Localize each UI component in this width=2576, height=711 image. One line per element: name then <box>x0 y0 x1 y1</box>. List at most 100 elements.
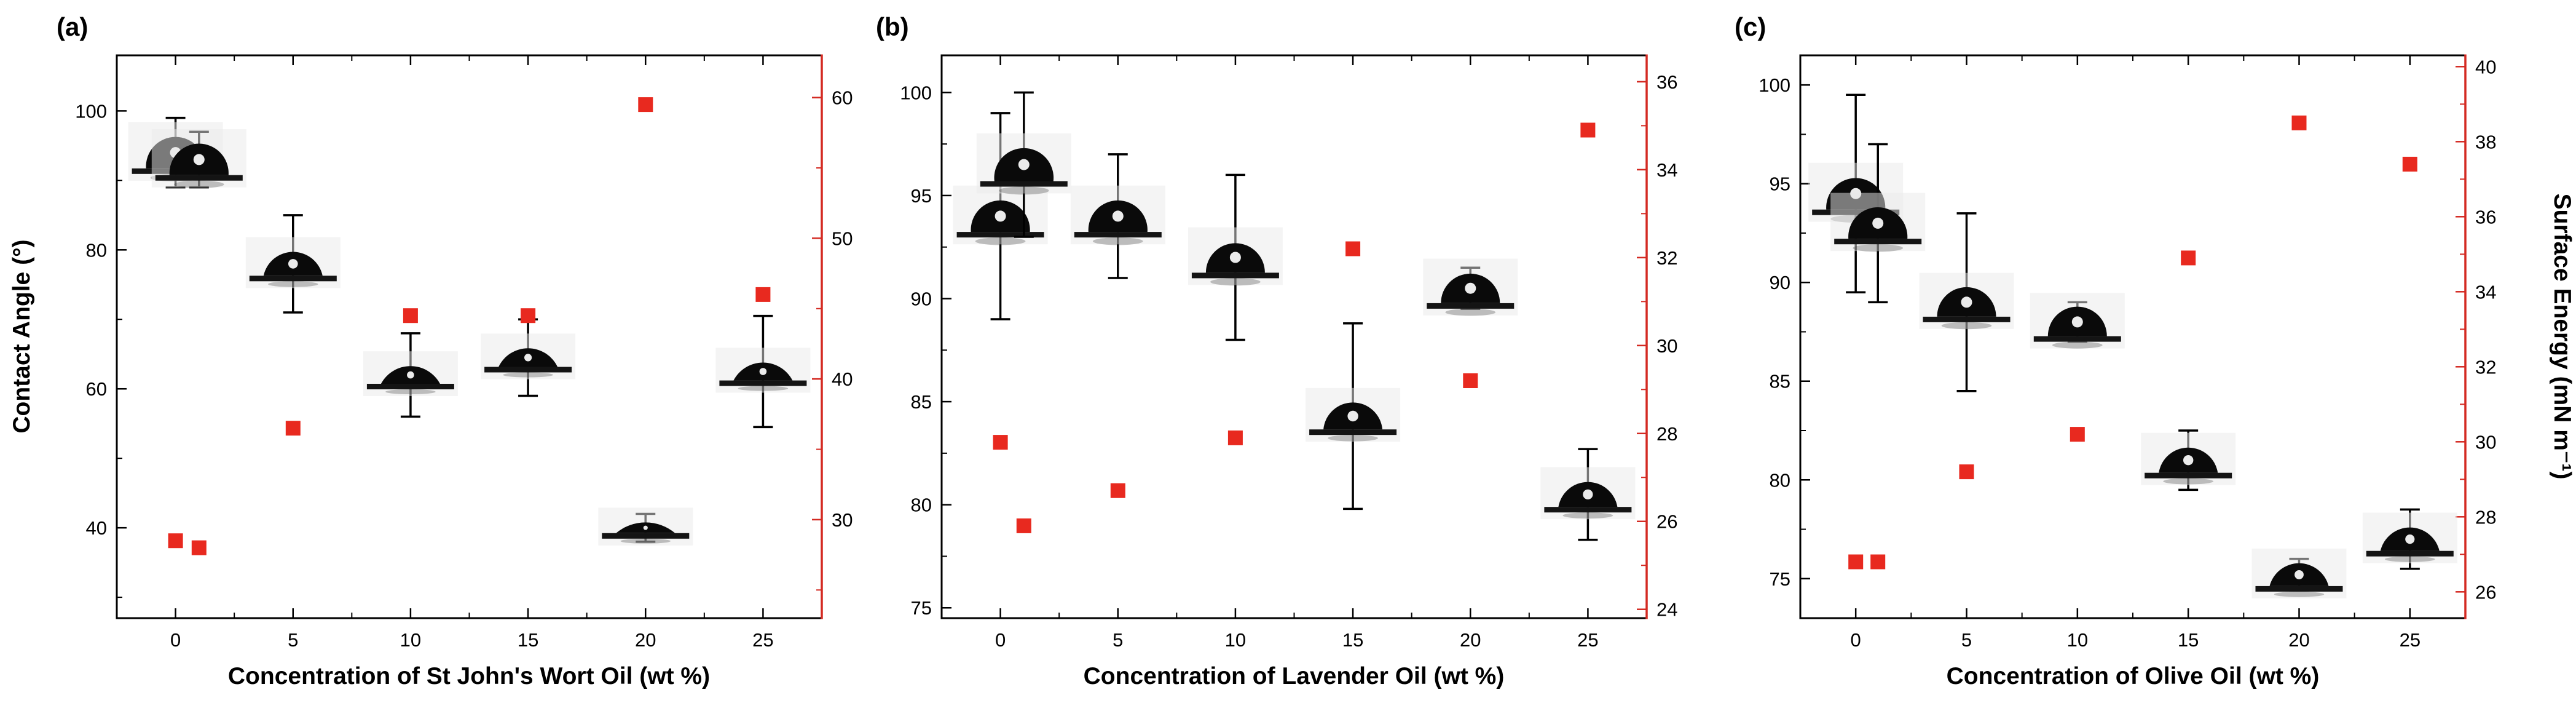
surface-energy-marker <box>638 97 653 113</box>
droplet-highlight <box>759 368 767 375</box>
x-tick-label: 0 <box>1851 629 1861 651</box>
right-tick-label: 60 <box>832 87 853 109</box>
surface-energy-marker <box>521 308 536 324</box>
substrate-line <box>719 380 807 386</box>
surface-energy-marker <box>993 435 1008 450</box>
contact-angle-droplet-photo <box>1540 467 1636 520</box>
droplet-highlight <box>1872 217 1884 229</box>
droplet-highlight <box>1465 282 1476 294</box>
right-tick-label: 38 <box>2475 131 2496 153</box>
droplet-highlight <box>2294 570 2304 579</box>
surface-energy-marker <box>2181 250 2196 266</box>
droplet-highlight <box>1583 489 1593 499</box>
surface-energy-marker <box>191 540 207 555</box>
right-tick-label: 50 <box>832 228 853 249</box>
left-tick-label: 75 <box>1770 568 1790 590</box>
right-tick-label: 34 <box>1656 159 1677 181</box>
droplet-reflection <box>1445 308 1496 316</box>
surface-energy-marker <box>1870 554 1886 570</box>
contact-angle-droplet-photo <box>1306 387 1401 442</box>
contact-angle-droplet-photo <box>1423 258 1518 316</box>
substrate-line <box>1923 316 2011 322</box>
surface-energy-marker <box>1110 483 1125 498</box>
right-tick-label: 30 <box>1656 335 1677 357</box>
droplet-reflection <box>1562 512 1613 518</box>
droplet-reflection <box>620 538 671 544</box>
left-axis-title: Contact Angle (°) <box>9 239 35 433</box>
right-tick-label: 34 <box>2475 281 2496 303</box>
droplet-reflection <box>2163 478 2213 485</box>
left-tick-label: 100 <box>1759 74 1790 96</box>
chart-panel-c: (c) Surface Energy (mN m⁻¹) Concentratio… <box>1717 0 2576 711</box>
droplet-reflection <box>1941 322 1992 330</box>
droplet-reflection <box>503 372 553 378</box>
x-tick-label: 5 <box>1113 629 1123 651</box>
x-tick-label: 15 <box>518 629 538 651</box>
droplet-reflection <box>174 180 224 188</box>
x-tick-label: 5 <box>1961 629 1972 651</box>
right-tick-label: 32 <box>2475 356 2496 378</box>
droplet-highlight <box>643 525 648 530</box>
x-tick-label: 20 <box>635 629 656 651</box>
substrate-line <box>980 181 1068 187</box>
surface-energy-marker <box>403 308 418 324</box>
substrate-line <box>956 232 1044 238</box>
right-tick-label: 36 <box>1656 71 1677 93</box>
droplet-reflection <box>1093 237 1143 245</box>
x-tick-label: 10 <box>1225 629 1246 651</box>
droplet-reflection <box>999 186 1049 195</box>
plot-area-b: 0 5 10 15 20 25 75 80 85 90 95 100 24 26 28 30 32 34 36 <box>900 54 1677 651</box>
contact-angle-droplet-photo <box>151 129 246 188</box>
droplet-highlight <box>288 259 298 269</box>
surface-energy-marker <box>1016 518 1031 533</box>
left-tick-label: 60 <box>86 378 107 400</box>
panel-label-c: (c) <box>1735 12 1766 41</box>
x-tick-label: 10 <box>400 629 421 651</box>
x-tick-label: 25 <box>2400 629 2420 651</box>
droplet-reflection <box>2385 556 2435 562</box>
right-tick-label: 28 <box>2475 506 2496 528</box>
substrate-line <box>1309 429 1397 435</box>
contact-angle-droplet-photo <box>2141 432 2236 485</box>
x-tick-label: 15 <box>2178 629 2199 651</box>
surface-energy-marker <box>1345 241 1361 256</box>
surface-energy-marker <box>2070 427 2085 442</box>
contact-angle-droplet-photo <box>2251 548 2347 598</box>
substrate-line <box>2033 336 2121 342</box>
x-tick-label: 25 <box>1577 629 1598 651</box>
contact-angle-droplet-photo <box>2030 293 2125 349</box>
chart-panel-a: (a) Contact Angle (°) Concentration of S… <box>0 0 859 711</box>
left-tick-label: 95 <box>911 185 932 207</box>
x-tick-label: 15 <box>1342 629 1363 651</box>
droplet-highlight <box>193 154 205 165</box>
left-tick-label: 80 <box>911 495 932 516</box>
contact-angle-droplet-photo <box>715 348 811 393</box>
substrate-line <box>1074 232 1162 238</box>
left-tick-label: 90 <box>911 288 932 309</box>
droplet-reflection <box>1853 244 1903 252</box>
left-tick-label: 100 <box>75 100 107 122</box>
right-tick-label: 26 <box>2475 581 2496 603</box>
left-tick-label: 100 <box>900 82 932 103</box>
x-axis-title-c: Concentration of Olive Oil (wt %) <box>1947 663 2320 689</box>
contact-angle-droplet-photo <box>481 333 576 379</box>
contact-angle-droplet-photo <box>1188 227 1283 286</box>
droplet-reflection <box>268 281 318 287</box>
droplet-reflection <box>1328 435 1378 442</box>
substrate-line <box>1191 272 1279 279</box>
left-tick-label: 40 <box>86 517 107 539</box>
right-axis-title: Surface Energy (mN m⁻¹) <box>2549 194 2575 480</box>
droplet-reflection <box>738 386 789 391</box>
right-tick-label: 28 <box>1656 423 1677 445</box>
x-tick-label: 0 <box>995 629 1006 651</box>
contact-angle-droplet-photo <box>363 351 458 396</box>
x-tick-label: 5 <box>288 629 298 651</box>
right-tick-label: 30 <box>832 509 853 531</box>
droplet-highlight <box>1018 159 1030 170</box>
right-tick-label: 40 <box>832 368 853 390</box>
surface-energy-marker <box>285 421 301 436</box>
substrate-line <box>1544 507 1632 513</box>
substrate-line <box>2366 550 2454 557</box>
left-tick-label: 80 <box>1770 469 1790 491</box>
panel-label-a: (a) <box>57 12 88 41</box>
